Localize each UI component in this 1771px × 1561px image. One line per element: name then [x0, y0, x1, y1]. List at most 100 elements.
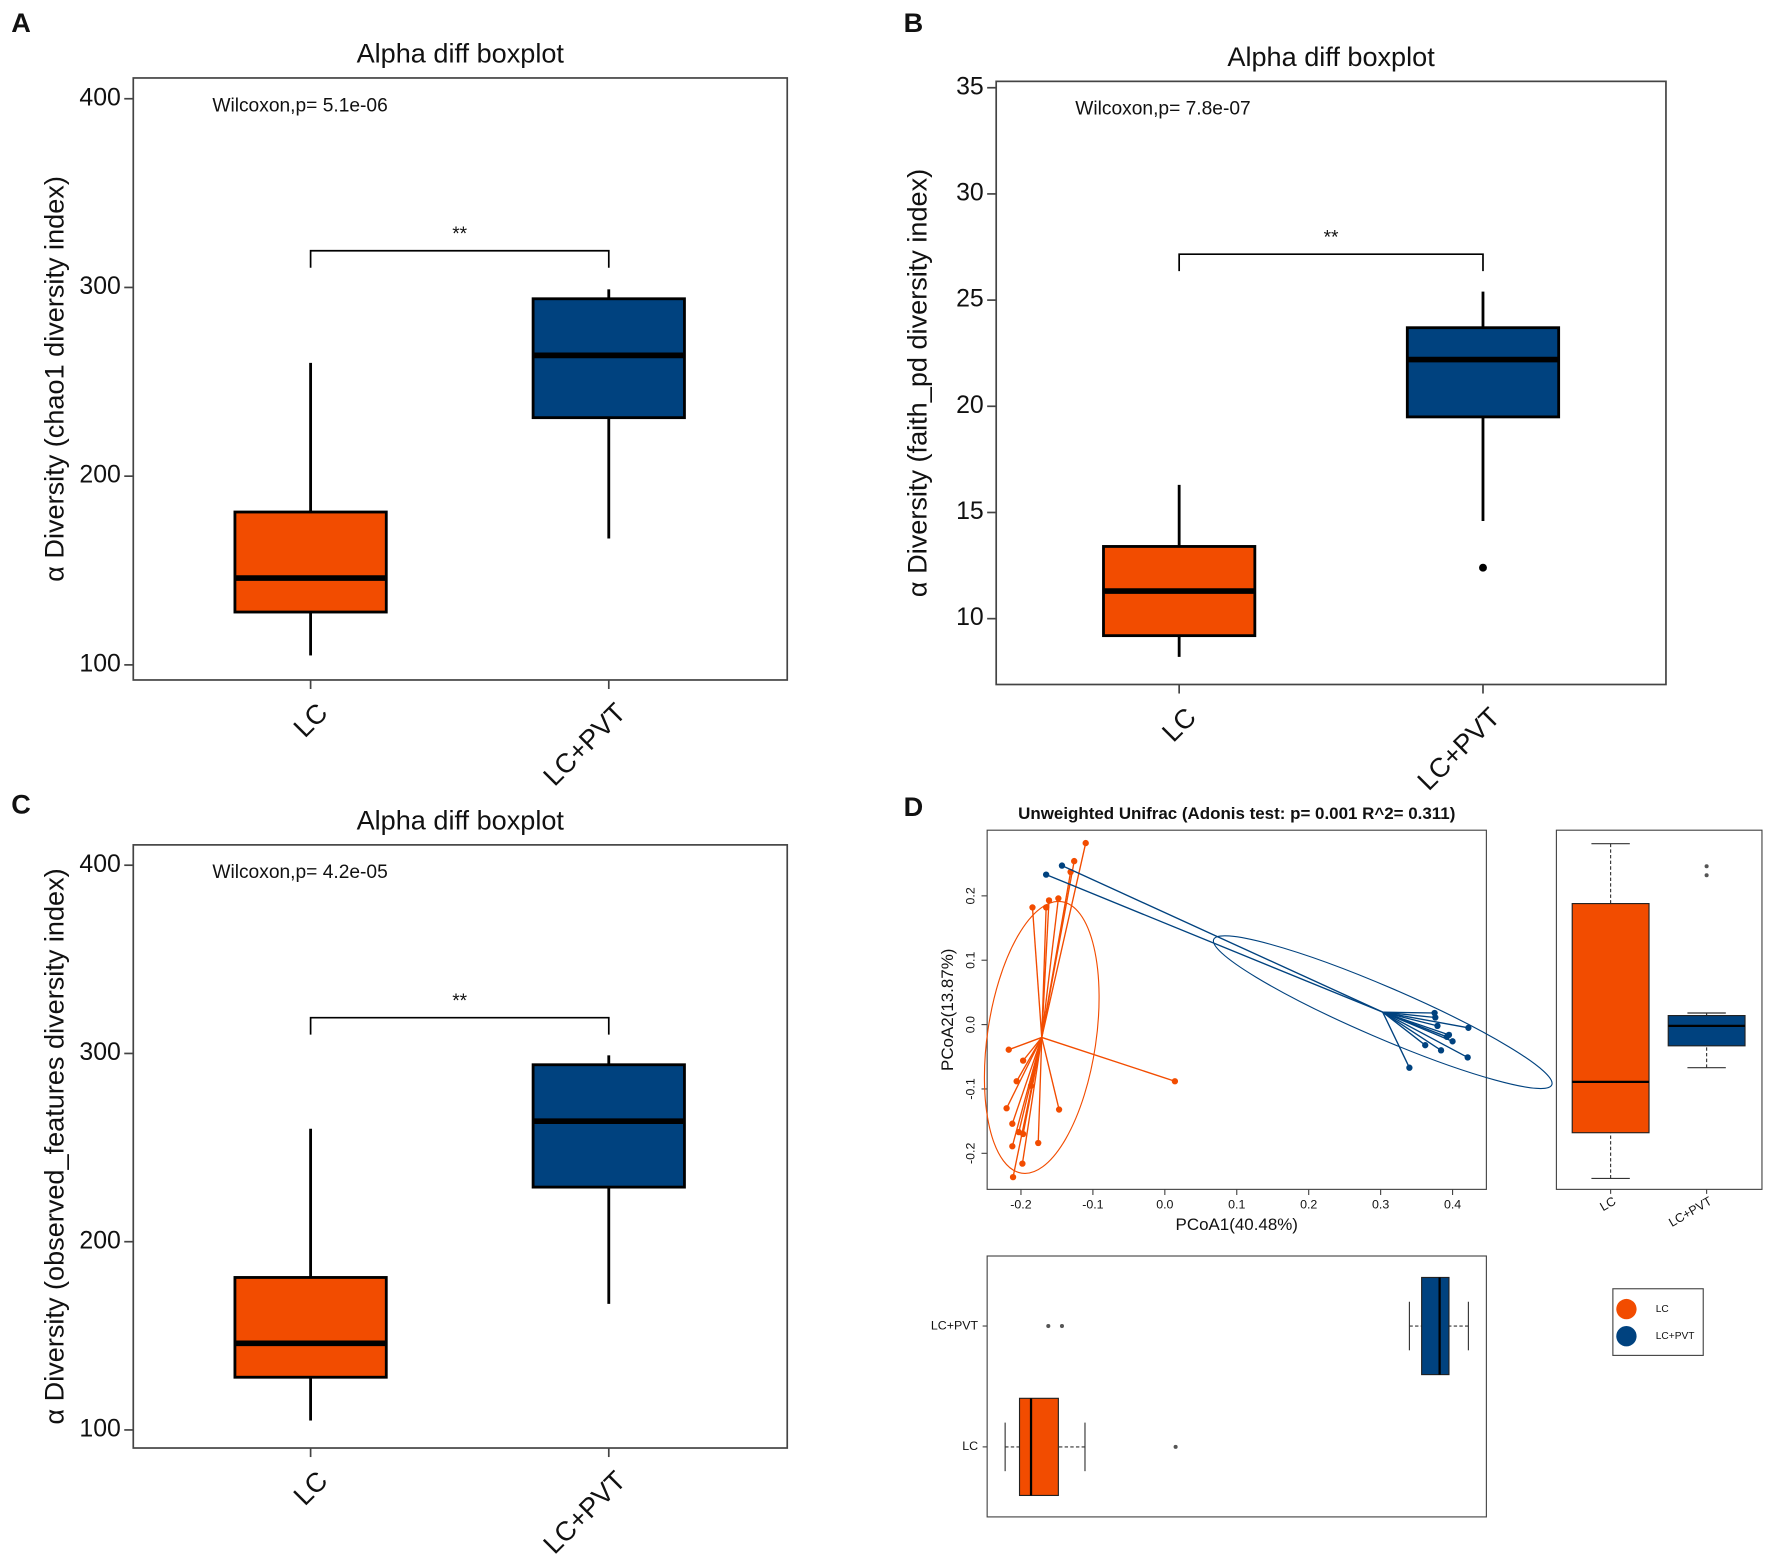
point: [1035, 1139, 1042, 1147]
point: [1464, 1054, 1471, 1061]
point: [1465, 1024, 1472, 1031]
y-tick-label: 300: [79, 1039, 120, 1066]
outlier: [1046, 1323, 1051, 1329]
chart-title: Alpha diff boxplot: [1227, 41, 1435, 72]
plot-frame: [986, 829, 1487, 1190]
y-tick-label: 200: [79, 462, 120, 489]
point: [1437, 1047, 1445, 1054]
panel-label: A: [11, 7, 31, 38]
y-tick-label: LC: [962, 1439, 978, 1453]
y-tick-label: 30: [956, 179, 984, 206]
spider-line: [1012, 1037, 1043, 1178]
chart-title: Alpha diff boxplot: [357, 38, 565, 69]
spider-line: [1008, 1036, 1042, 1051]
x-axis-label: PCoA1(40.48%): [1176, 1215, 1298, 1234]
legend-label: LC: [1656, 1304, 1669, 1315]
box: [531, 297, 686, 420]
x-tick-label: LC: [287, 1465, 333, 1511]
spider-line: [1382, 1011, 1469, 1029]
annotation: Wilcoxon,p= 7.8e-07: [1075, 99, 1250, 120]
box: [233, 510, 388, 614]
point: [1055, 895, 1062, 902]
chart-title: Alpha diff boxplot: [357, 804, 565, 835]
outlier: [1173, 1444, 1178, 1449]
spider-line: [1382, 1011, 1411, 1069]
spider-line: [1041, 898, 1060, 1038]
point: [1042, 904, 1050, 911]
y-tick-label: -0.2: [964, 1143, 978, 1164]
legend-swatch: [1616, 1326, 1637, 1347]
y-axis-label: α Diversity (faith_pd diversity index): [902, 169, 933, 597]
spider-line: [1061, 864, 1384, 1013]
spider-line: [1382, 1011, 1436, 1019]
marginal-frame: [1555, 829, 1763, 1190]
point: [1434, 1022, 1441, 1030]
y-tick-label: 35: [956, 73, 984, 100]
spider-line: [1011, 1037, 1043, 1124]
point: [1171, 1078, 1179, 1085]
x-tick-label: -0.2: [1010, 1197, 1031, 1211]
group-ellipse: [1212, 935, 1553, 1090]
y-tick-label: 10: [956, 604, 984, 631]
significance-bracket: [309, 249, 610, 268]
y-tick-label: 0.2: [964, 887, 978, 904]
outlier: [1704, 864, 1709, 869]
point: [1443, 1033, 1450, 1040]
point: [1029, 904, 1036, 911]
spider-line: [1021, 1037, 1043, 1164]
y-tick-label: 20: [956, 392, 984, 419]
spider-line: [1041, 1036, 1176, 1082]
spider-line: [1382, 1011, 1426, 1046]
y-tick-label: 300: [79, 273, 120, 300]
y-tick-label: 400: [79, 851, 120, 878]
y-tick-label: 25: [956, 286, 984, 313]
x-tick-label: LC: [287, 697, 333, 743]
spider-line: [1037, 1037, 1043, 1144]
point: [1019, 1160, 1026, 1167]
spider-line: [1382, 1011, 1468, 1059]
y-tick-label: LC+PVT: [931, 1318, 979, 1332]
point: [1082, 839, 1089, 847]
y-tick-label: 400: [79, 84, 120, 111]
point: [1003, 1105, 1010, 1112]
marginal-frame: [986, 1255, 1487, 1518]
significance-label: **: [452, 224, 467, 245]
outlier: [1059, 1323, 1064, 1329]
x-tick-label: LC+PVT: [537, 697, 632, 792]
spider-line: [1041, 871, 1072, 1038]
x-tick-label: LC: [1156, 701, 1202, 747]
box: [1571, 903, 1650, 1134]
x-tick-label: -0.1: [1082, 1197, 1103, 1211]
point: [1406, 1064, 1413, 1071]
x-tick-label: LC: [1598, 1194, 1619, 1214]
y-axis-label: α Diversity (chao1 diversity index): [39, 176, 70, 582]
spider-line: [1005, 1037, 1043, 1109]
point: [1042, 871, 1050, 878]
x-tick-label: LC+PVT: [537, 1465, 632, 1560]
legend-frame: [1612, 1288, 1704, 1356]
spider-line: [1031, 907, 1043, 1038]
spider-line: [1041, 907, 1047, 1038]
point: [1009, 1120, 1016, 1127]
y-axis-label: PCoA2(13.87%): [938, 949, 957, 1071]
x-tick-label: 0.3: [1372, 1197, 1389, 1211]
legend-label: LC+PVT: [1656, 1331, 1695, 1342]
box: [1667, 1015, 1746, 1047]
point: [1009, 1173, 1017, 1181]
x-tick-label: 0.4: [1444, 1197, 1461, 1211]
spider-line: [1382, 1011, 1435, 1014]
point: [1019, 1057, 1027, 1064]
panel-label: C: [11, 789, 31, 820]
spider-line: [1382, 1011, 1442, 1051]
significance-label: **: [452, 991, 467, 1012]
box: [531, 1063, 686, 1189]
plot-frame: [995, 80, 1667, 686]
panel-label: B: [904, 7, 924, 38]
point: [1071, 857, 1078, 865]
x-tick-label: LC+PVT: [1411, 701, 1506, 796]
point: [1013, 1078, 1020, 1085]
panel-label: D: [904, 791, 924, 822]
point: [1449, 1038, 1456, 1045]
annotation: Wilcoxon,p= 5.1e-06: [212, 95, 387, 116]
